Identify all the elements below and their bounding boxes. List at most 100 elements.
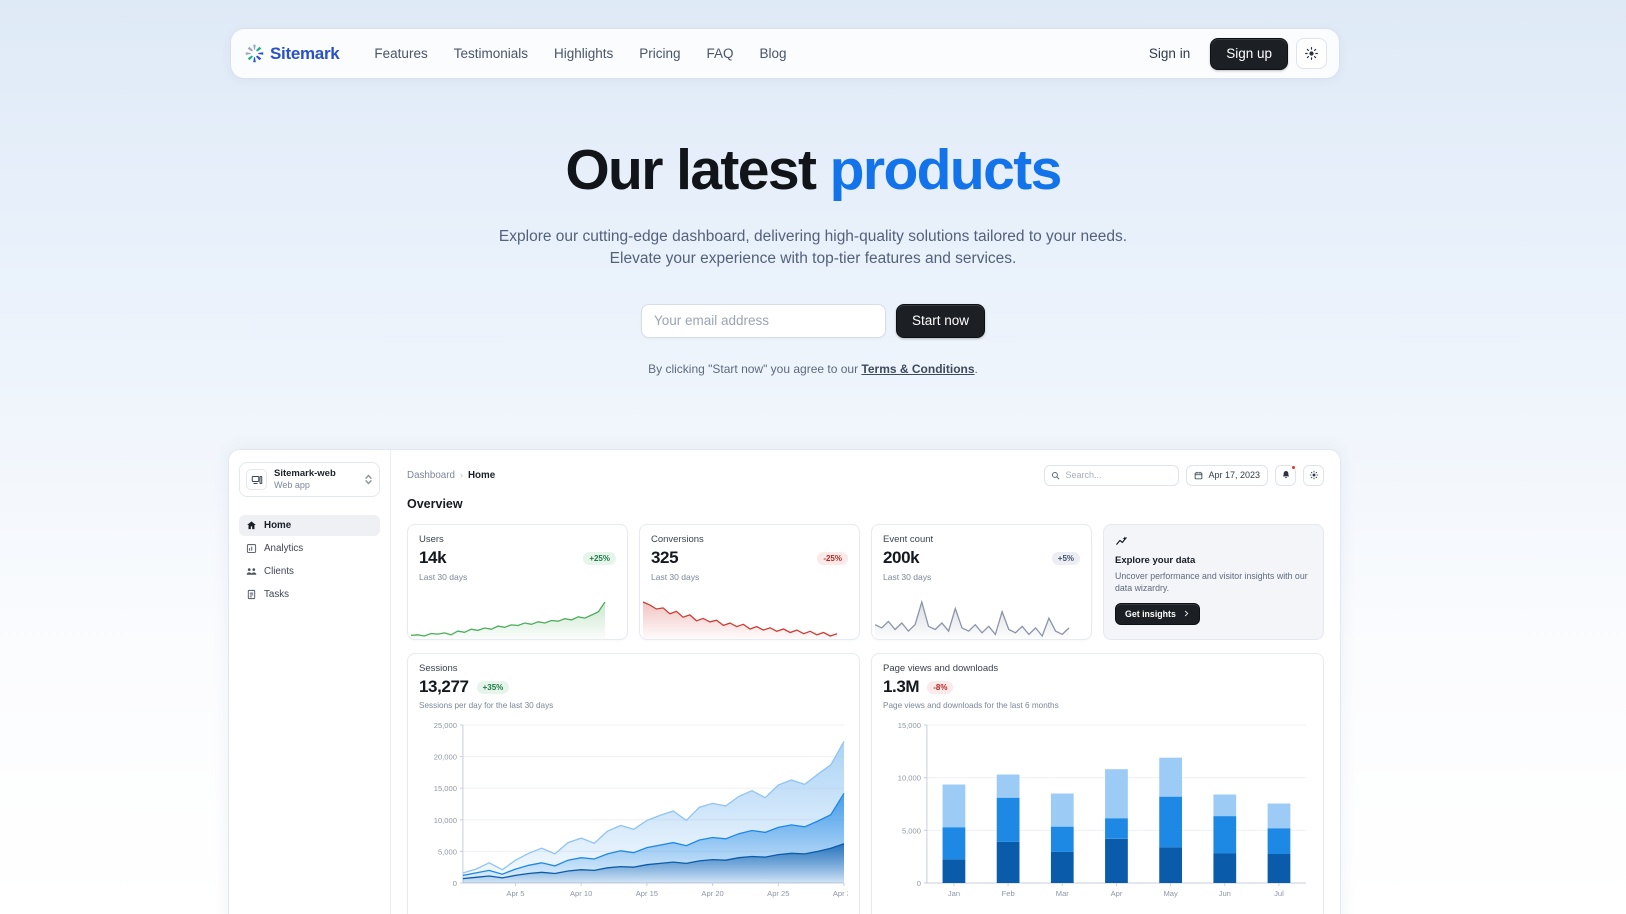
nav-item-faq[interactable]: FAQ [706,46,734,61]
promo-heading: Explore your data [1115,555,1196,566]
sparkline-event-count [872,593,1072,639]
brand-logo-group[interactable]: Sitemark [245,44,340,64]
search-box[interactable] [1044,464,1180,486]
sidebar-item-clients[interactable]: Clients [239,561,380,582]
chart-title: Sessions [419,663,458,674]
chevron-up-down-icon [364,473,373,486]
terms-prefix: By clicking "Start now" you agree to our [648,361,862,376]
hero-subtitle-line-2: Elevate your experience with top-tier fe… [609,249,1017,267]
stat-card-conversions[interactable]: Conversions 325 -25% Last 30 days [639,524,860,640]
sign-up-button[interactable]: Sign up [1210,37,1288,70]
nav-item-blog[interactable]: Blog [759,46,787,61]
stat-card-grid: Users 14k +25% Last 30 days Conversions … [407,524,1324,640]
header-actions: Sign in Sign up [1137,37,1327,70]
hero-title-lead: Our latest [565,138,817,202]
page-title: Our latest products [0,138,1626,202]
stat-card-users[interactable]: Users 14k +25% Last 30 days [407,524,628,640]
chart-value: 13,277 [419,677,469,696]
svg-text:10,000: 10,000 [898,774,921,783]
stat-card-title: Conversions [651,534,704,545]
stat-card-value: 325 [651,548,679,567]
notifications-button[interactable] [1275,464,1296,486]
chart-title: Page views and downloads [883,663,999,674]
stat-card-title: Users [419,534,444,545]
stacked-bar-chart: 0 5,000 10,000 15,000 Jan Feb Mar Apr May Jun Jul [898,721,1312,898]
svg-text:Apr: Apr [1111,889,1123,898]
sidebar-item-tasks[interactable]: Tasks [239,584,380,605]
sparkline-users [408,593,608,639]
web-app-icon [246,469,267,490]
promo-body: Uncover performance and visitor insights… [1115,571,1308,594]
svg-text:10,000: 10,000 [434,816,457,825]
get-insights-button[interactable]: Get insights [1115,602,1200,625]
chart-subtitle: Sessions per day for the last 30 days [419,701,554,710]
hero-subtitle: Explore our cutting-edge dashboard, deli… [0,226,1626,270]
sign-in-button[interactable]: Sign in [1148,46,1191,61]
chart-value: 1.3M [883,677,920,696]
stat-card-subtitle: Last 30 days [651,572,700,582]
tasks-icon [246,589,257,600]
svg-text:Apr 10: Apr 10 [570,889,592,898]
breadcrumb-item-home: Home [467,469,496,481]
hero-title-accent: products [829,138,1063,202]
svg-text:15,000: 15,000 [898,721,921,730]
promo-card-explore-your-data: Explore your data Uncover performance an… [1103,524,1324,640]
stat-card-event-count[interactable]: Event count 200k +5% Last 30 days [871,524,1092,640]
sidebar-item-label-tasks: Tasks [264,589,290,600]
dashboard-toolbar: Dashboard › Home [407,464,1324,486]
stacked-area-chart: 0 5,000 10,000 15,000 20,000 25,000 Apr 5 Apr 1… [434,721,848,898]
site-header: Sitemark Features Testimonials Highlight… [230,28,1340,79]
project-selector[interactable]: Sitemark-web Web app [239,462,380,497]
primary-nav: Features Testimonials Highlights Pricing… [361,40,799,67]
sun-icon [1304,46,1319,61]
terms-suffix: . [974,361,978,376]
section-title-overview: Overview [407,497,463,511]
svg-text:Jan: Jan [948,889,960,898]
nav-item-highlights[interactable]: Highlights [553,46,614,61]
breadcrumb: Dashboard › Home [407,470,495,481]
svg-text:0: 0 [453,879,457,888]
date-range-picker[interactable]: Apr 17, 2023 [1186,464,1268,486]
email-field[interactable] [640,303,886,338]
svg-text:25,000: 25,000 [434,721,457,730]
dashboard-toolbar-actions: Apr 17, 2023 [1044,464,1324,486]
svg-text:5,000: 5,000 [438,847,457,856]
analytics-icon [246,543,257,554]
hero-subtitle-line-1: Explore our cutting-edge dashboard, deli… [498,227,1128,245]
theme-toggle-button[interactable] [1296,38,1327,69]
chart-card-page-views: Page views and downloads 1.3M -8% Page v… [871,653,1324,914]
nav-item-pricing[interactable]: Pricing [639,46,681,61]
email-signup-form: Start now [0,303,1626,338]
svg-text:20,000: 20,000 [434,753,457,762]
sidebar-item-label-clients: Clients [264,566,294,577]
terms-and-conditions-link[interactable]: Terms & Conditions [861,361,975,376]
svg-text:5,000: 5,000 [902,826,921,835]
start-now-button[interactable]: Start now [895,303,986,338]
nav-item-features[interactable]: Features [374,46,428,61]
sun-icon [1309,470,1319,480]
search-input[interactable] [1065,470,1173,480]
svg-text:May: May [1163,889,1178,898]
sidebar-item-home[interactable]: Home [239,515,380,536]
chart-card-grid: Sessions 13,277 +35% Sessions per day fo… [407,653,1324,914]
stat-card-subtitle: Last 30 days [419,572,468,582]
stat-card-value: 200k [883,548,920,567]
breadcrumb-item-dashboard[interactable]: Dashboard [407,469,455,481]
dashboard-main: Dashboard › Home [391,450,1340,914]
dashboard-nav: Home Analytics [239,515,380,605]
hero-section: Our latest products Explore our cutting-… [0,138,1626,376]
svg-text:Apr 15: Apr 15 [636,889,658,898]
svg-text:Jun: Jun [1219,889,1231,898]
svg-text:Jul: Jul [1274,889,1284,898]
dashboard-preview: Sitemark-web Web app Home [228,449,1341,914]
sidebar-item-analytics[interactable]: Analytics [239,538,380,559]
status-badge: +5% [1051,551,1080,565]
notification-badge [1291,464,1296,470]
home-icon [246,520,257,531]
dashboard-theme-toggle[interactable] [1303,464,1324,486]
date-range-label: Apr 17, 2023 [1208,470,1260,480]
nav-item-testimonials[interactable]: Testimonials [453,46,528,61]
bell-icon [1281,470,1291,480]
sparkline-conversions [640,593,840,639]
